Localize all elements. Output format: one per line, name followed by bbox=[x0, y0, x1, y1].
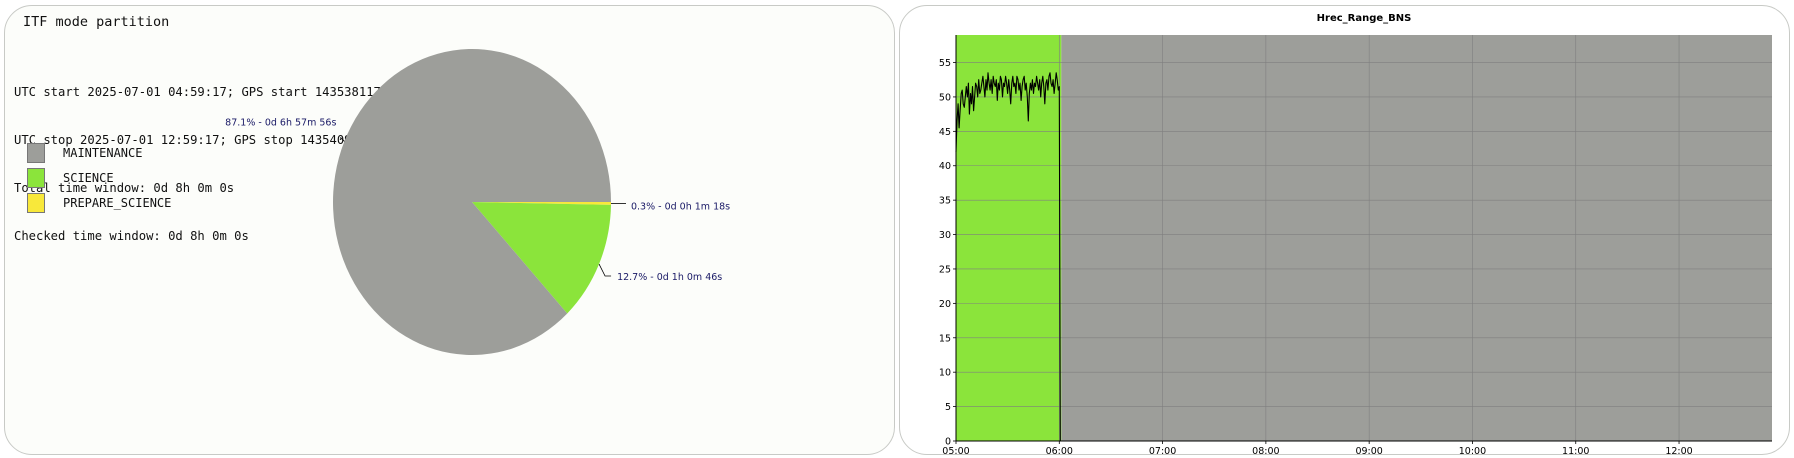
legend-swatch bbox=[27, 193, 45, 213]
y-tick-label: 0 bbox=[945, 437, 951, 448]
pie-slice-label: 12.7% - 0d 1h 0m 46s bbox=[617, 272, 722, 283]
pie-slice-maintenance bbox=[332, 48, 611, 355]
time-window-info: UTC start 2025-07-01 04:59:17; GPS start… bbox=[14, 52, 396, 276]
legend-label: MAINTENANCE bbox=[63, 146, 143, 160]
pie-chart-title: ITF mode partition bbox=[23, 14, 170, 30]
y-tick-label: 20 bbox=[939, 299, 951, 310]
info-line-total-window: Total time window: 0d 8h 0m 0s bbox=[14, 181, 235, 195]
x-tick-label: 09:00 bbox=[1355, 446, 1382, 454]
y-tick-label: 55 bbox=[939, 58, 951, 69]
pie-slice-science bbox=[472, 202, 611, 314]
pie-slice-prepare-science bbox=[472, 202, 611, 205]
y-tick-label: 35 bbox=[939, 196, 951, 207]
state-band-maintenance bbox=[1061, 35, 1772, 441]
x-tick-label: 08:00 bbox=[1252, 446, 1279, 454]
y-tick-label: 45 bbox=[939, 127, 951, 138]
legend-label: SCIENCE bbox=[63, 171, 114, 185]
pie-slice-label: 87.1% - 0d 6h 57m 56s bbox=[225, 117, 336, 128]
pie-chart: 0.3% - 0d 0h 1m 18s 12.7% - 0d 1h 0m 46s 8… bbox=[225, 48, 730, 355]
line-chart: Hrec_Range_BNS 0 5 10 15 20 25 30 35 40 45 50 55 05:0… bbox=[939, 13, 1772, 454]
legend-swatch bbox=[27, 168, 45, 188]
x-tick-label: 05:00 bbox=[942, 446, 969, 454]
y-tick-label: 25 bbox=[939, 264, 951, 275]
x-tick-label: 12:00 bbox=[1665, 446, 1692, 454]
legend-swatch bbox=[27, 143, 45, 163]
pie-label-leader bbox=[340, 137, 345, 142]
pie-slice-label: 0.3% - 0d 0h 1m 18s bbox=[631, 201, 730, 212]
x-tick-label: 11:00 bbox=[1562, 446, 1589, 454]
line-chart-title: Hrec_Range_BNS bbox=[1317, 13, 1412, 24]
info-line-checked-window: Checked time window: 0d 8h 0m 0s bbox=[14, 229, 249, 243]
x-tick-label: 07:00 bbox=[1149, 446, 1176, 454]
y-tick-label: 40 bbox=[939, 161, 951, 172]
y-tick-label: 5 bbox=[945, 402, 951, 413]
y-tick-label: 30 bbox=[939, 230, 951, 241]
pie-label-leader bbox=[598, 263, 612, 277]
y-tick-label: 10 bbox=[939, 368, 951, 379]
x-tick-label: 06:00 bbox=[1046, 446, 1073, 454]
y-tick-label: 50 bbox=[939, 92, 951, 103]
y-tick-label: 15 bbox=[939, 333, 951, 344]
hrec-range-panel: Hrec_Range_BNS 0 5 10 15 20 25 30 35 40 45 50 55 05:0… bbox=[899, 5, 1790, 455]
mode-partition-panel: ITF mode partition UTC start 2025-07-01 … bbox=[4, 5, 895, 455]
x-tick-label: 10:00 bbox=[1459, 446, 1486, 454]
legend-label: PREPARE_SCIENCE bbox=[63, 196, 172, 210]
data-series-line bbox=[955, 72, 1061, 442]
